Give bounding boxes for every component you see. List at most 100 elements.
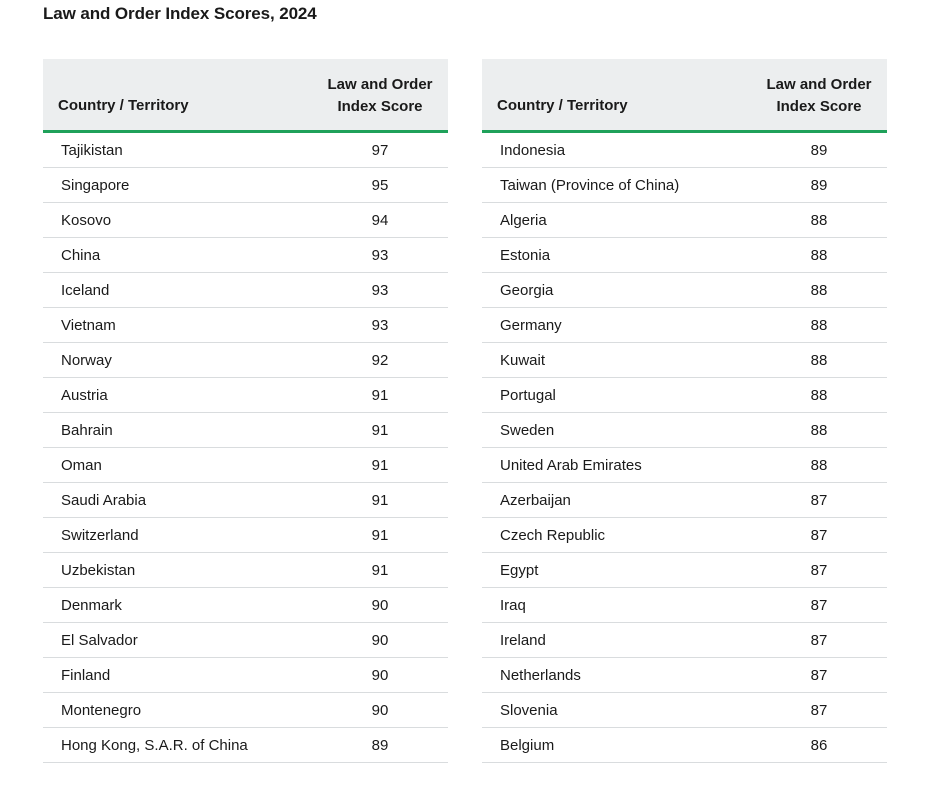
country-cell: Hong Kong, S.A.R. of China bbox=[61, 736, 248, 754]
country-cell: Finland bbox=[61, 666, 111, 684]
score-cell: 94 bbox=[371, 211, 389, 229]
country-cell: Germany bbox=[500, 316, 562, 334]
country-cell: Kosovo bbox=[61, 211, 112, 229]
country-cell: Slovenia bbox=[500, 701, 558, 719]
page-title: Law and Order Index Scores, 2024 bbox=[43, 4, 317, 23]
score-cell: 87 bbox=[810, 491, 828, 509]
table-row: Denmark 90 bbox=[43, 588, 448, 623]
country-cell: Netherlands bbox=[500, 666, 581, 684]
score-cell: 87 bbox=[810, 596, 828, 614]
country-cell: Montenegro bbox=[61, 701, 142, 719]
score-cell: 91 bbox=[371, 421, 389, 439]
table-row: Belgium 86 bbox=[482, 728, 887, 763]
score-cell: 89 bbox=[371, 736, 389, 754]
country-cell: Ireland bbox=[500, 631, 546, 649]
table-row: Azerbaijan 87 bbox=[482, 483, 887, 518]
country-cell: Iraq bbox=[500, 596, 526, 614]
table-row: Montenegro 90 bbox=[43, 693, 448, 728]
score-cell: 87 bbox=[810, 526, 828, 544]
table-row: Bahrain 91 bbox=[43, 413, 448, 448]
column-header-score: Law and Order Index Score bbox=[312, 59, 448, 130]
column-header-country: Country / Territory bbox=[497, 97, 628, 114]
table-row: Saudi Arabia 91 bbox=[43, 483, 448, 518]
score-cell: 97 bbox=[371, 141, 389, 159]
score-cell: 90 bbox=[371, 701, 389, 719]
country-cell: Tajikistan bbox=[61, 141, 123, 159]
table-row: Austria 91 bbox=[43, 378, 448, 413]
country-cell: Algeria bbox=[500, 211, 547, 229]
country-cell: Oman bbox=[61, 456, 102, 474]
table-header: Country / Territory Law and Order Index … bbox=[43, 59, 448, 133]
score-cell: 87 bbox=[810, 631, 828, 649]
table-row: Kosovo 94 bbox=[43, 203, 448, 238]
column-header-score-line1: Law and Order bbox=[766, 75, 872, 93]
table-row: Indonesia 89 bbox=[482, 133, 887, 168]
score-cell: 92 bbox=[371, 351, 389, 369]
table-row: Singapore 95 bbox=[43, 168, 448, 203]
column-header-score-line2: Index Score bbox=[337, 97, 423, 115]
score-cell: 86 bbox=[810, 736, 828, 754]
table-row: Algeria 88 bbox=[482, 203, 887, 238]
score-cell: 88 bbox=[810, 421, 828, 439]
score-table-left: Country / Territory Law and Order Index … bbox=[43, 59, 448, 763]
country-cell: Czech Republic bbox=[500, 526, 606, 544]
table-row: Kuwait 88 bbox=[482, 343, 887, 378]
country-cell: Vietnam bbox=[61, 316, 116, 334]
score-cell: 93 bbox=[371, 246, 389, 264]
column-header-score-line1: Law and Order bbox=[327, 75, 433, 93]
table-row: Hong Kong, S.A.R. of China 89 bbox=[43, 728, 448, 763]
score-cell: 88 bbox=[810, 351, 828, 369]
country-cell: Norway bbox=[61, 351, 112, 369]
table-row: Slovenia 87 bbox=[482, 693, 887, 728]
country-cell: Uzbekistan bbox=[61, 561, 136, 579]
country-cell: Egypt bbox=[500, 561, 539, 579]
score-cell: 89 bbox=[810, 176, 828, 194]
table-row: El Salvador 90 bbox=[43, 623, 448, 658]
table-row: Tajikistan 97 bbox=[43, 133, 448, 168]
table-row: Taiwan (Province of China) 89 bbox=[482, 168, 887, 203]
table-row: United Arab Emirates 88 bbox=[482, 448, 887, 483]
score-cell: 90 bbox=[371, 666, 389, 684]
country-cell: Estonia bbox=[500, 246, 551, 264]
table-body: Tajikistan 97 Singapore 95 Kosovo 94 China 93 Ic… bbox=[43, 133, 448, 763]
country-cell: Georgia bbox=[500, 281, 554, 299]
country-cell: Saudi Arabia bbox=[61, 491, 147, 509]
table-row: Egypt 87 bbox=[482, 553, 887, 588]
table-row: Oman 91 bbox=[43, 448, 448, 483]
score-cell: 88 bbox=[810, 211, 828, 229]
score-cell: 91 bbox=[371, 386, 389, 404]
column-header-country: Country / Territory bbox=[58, 97, 189, 114]
country-cell: Indonesia bbox=[500, 141, 566, 159]
score-cell: 88 bbox=[810, 386, 828, 404]
score-cell: 88 bbox=[810, 281, 828, 299]
country-cell: Iceland bbox=[61, 281, 110, 299]
table-row: Georgia 88 bbox=[482, 273, 887, 308]
country-cell: Switzerland bbox=[61, 526, 139, 544]
country-cell: Portugal bbox=[500, 386, 556, 404]
score-cell: 87 bbox=[810, 561, 828, 579]
country-cell: El Salvador bbox=[61, 631, 138, 649]
country-cell: Taiwan (Province of China) bbox=[500, 176, 680, 194]
table-row: Iraq 87 bbox=[482, 588, 887, 623]
table-row: Ireland 87 bbox=[482, 623, 887, 658]
table-row: China 93 bbox=[43, 238, 448, 273]
country-cell: United Arab Emirates bbox=[500, 456, 642, 474]
score-table-right: Country / Territory Law and Order Index … bbox=[482, 59, 887, 763]
score-cell: 91 bbox=[371, 526, 389, 544]
table-row: Vietnam 93 bbox=[43, 308, 448, 343]
column-header-score-line2: Index Score bbox=[776, 97, 862, 115]
table-row: Portugal 88 bbox=[482, 378, 887, 413]
score-cell: 88 bbox=[810, 456, 828, 474]
table-row: Iceland 93 bbox=[43, 273, 448, 308]
country-cell: Sweden bbox=[500, 421, 555, 439]
table-row: Finland 90 bbox=[43, 658, 448, 693]
country-cell: Austria bbox=[61, 386, 108, 404]
table-row: Uzbekistan 91 bbox=[43, 553, 448, 588]
table-row: Switzerland 91 bbox=[43, 518, 448, 553]
country-cell: Singapore bbox=[61, 176, 130, 194]
score-cell: 91 bbox=[371, 456, 389, 474]
table-row: Estonia 88 bbox=[482, 238, 887, 273]
score-cell: 88 bbox=[810, 316, 828, 334]
table-row: Netherlands 87 bbox=[482, 658, 887, 693]
table-row: Sweden 88 bbox=[482, 413, 887, 448]
